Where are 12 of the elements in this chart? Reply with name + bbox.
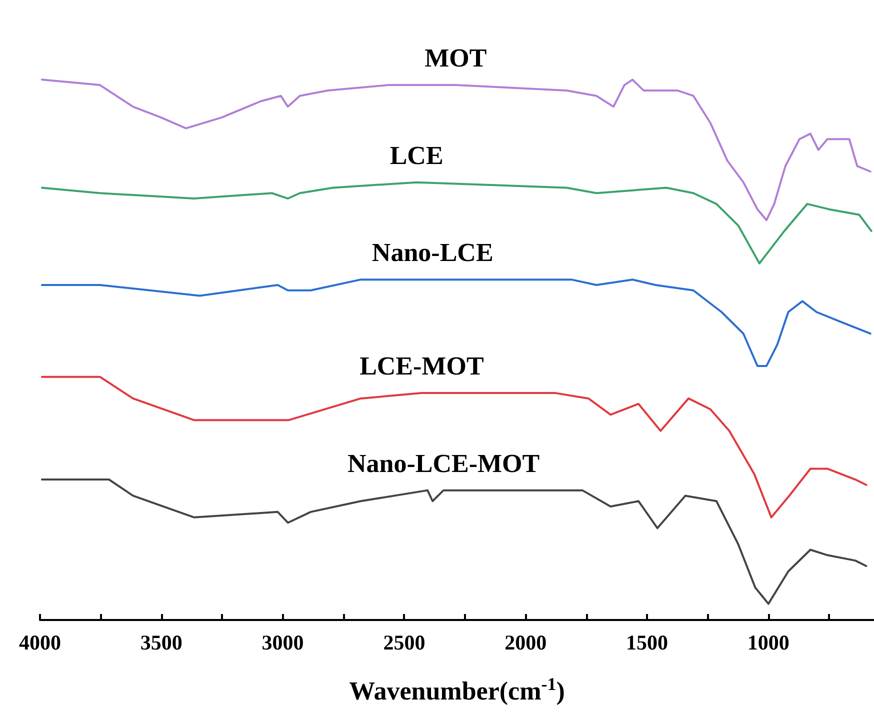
- series-label: LCE: [390, 140, 444, 170]
- series-label: MOT: [424, 44, 487, 73]
- x-tick-label: 2000: [504, 630, 547, 654]
- x-tick-label: 1500: [626, 630, 668, 654]
- x-tick-label: 3000: [262, 630, 304, 654]
- series-label: Nano-LCE: [372, 238, 494, 268]
- x-tick-label: 1000: [747, 630, 790, 654]
- x-tick-label: 3500: [140, 630, 182, 654]
- x-tick-label: 4000: [19, 630, 61, 654]
- x-tick-label: 2500: [383, 630, 426, 654]
- series-label: LCE-MOT: [360, 352, 484, 381]
- series-label: Nano-LCE-MOT: [347, 448, 540, 478]
